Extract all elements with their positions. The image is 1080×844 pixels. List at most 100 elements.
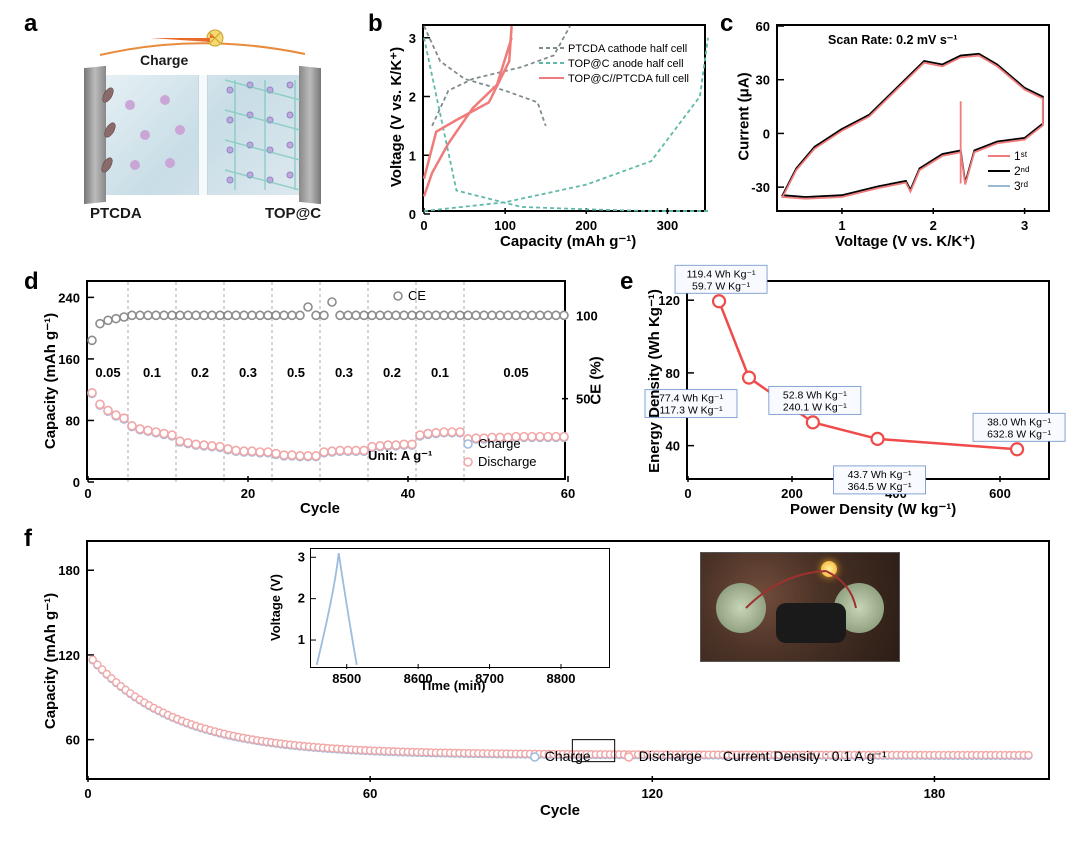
svg-text:200: 200 [575, 218, 597, 233]
svg-text:0: 0 [420, 218, 427, 233]
panel-c-ylabel: Current (μA) [736, 72, 753, 160]
panel-e-xlabel: Power Density (W kg⁻¹) [790, 500, 956, 518]
panel-c-chart: 123-3003060Scan Rate: 0.2 mV s⁻¹1ˢᵗ2ⁿᵈ3ʳ… [776, 24, 1050, 212]
panel-b-chart: 01002003000123PTCDA cathode half cellTOP… [422, 24, 706, 212]
svg-text:38.0 Wh Kg⁻¹: 38.0 Wh Kg⁻¹ [987, 416, 1051, 428]
svg-text:Discharge: Discharge [639, 748, 702, 764]
svg-text:2: 2 [930, 218, 937, 233]
svg-text:CE: CE [408, 288, 426, 303]
svg-text:300: 300 [657, 218, 679, 233]
svg-text:100: 100 [576, 308, 598, 323]
svg-text:3: 3 [298, 549, 305, 564]
svg-text:0: 0 [84, 786, 91, 801]
svg-text:180: 180 [924, 786, 946, 801]
svg-text:180: 180 [58, 563, 80, 578]
svg-text:100: 100 [494, 218, 516, 233]
panel-b-ylabel: Voltage (V vs. K/K⁺) [387, 47, 405, 187]
svg-text:77.4 Wh Kg⁻¹: 77.4 Wh Kg⁻¹ [659, 393, 723, 405]
svg-text:40: 40 [401, 486, 415, 501]
svg-text:Charge: Charge [478, 436, 521, 451]
svg-text:60: 60 [756, 19, 770, 34]
svg-text:3ʳᵈ: 3ʳᵈ [1014, 179, 1029, 193]
panel-f-inset: 8500860087008800123 [310, 548, 610, 668]
svg-text:119.4 Wh Kg⁻¹: 119.4 Wh Kg⁻¹ [687, 268, 756, 280]
svg-text:0: 0 [763, 126, 770, 141]
svg-text:1ˢᵗ: 1ˢᵗ [1014, 149, 1028, 163]
svg-text:Scan Rate: 0.2 mV s⁻¹: Scan Rate: 0.2 mV s⁻¹ [828, 33, 958, 47]
svg-text:30: 30 [756, 73, 770, 88]
svg-text:PTCDA cathode half cell: PTCDA cathode half cell [568, 43, 687, 55]
svg-text:Current Density : 0.1 A g⁻¹: Current Density : 0.1 A g⁻¹ [723, 748, 887, 764]
svg-text:0.1: 0.1 [431, 365, 449, 380]
svg-text:120: 120 [641, 786, 663, 801]
svg-text:0: 0 [73, 475, 80, 490]
svg-text:0: 0 [409, 207, 416, 222]
ptcda-label: PTCDA [90, 205, 142, 223]
panel-f-xlabel: Cycle [540, 802, 580, 819]
svg-text:Discharge: Discharge [478, 454, 537, 469]
svg-text:8500: 8500 [332, 671, 361, 686]
svg-text:40: 40 [666, 439, 680, 454]
panel-d-xlabel: Cycle [300, 500, 340, 517]
label-d: d [24, 268, 39, 296]
svg-text:2ⁿᵈ: 2ⁿᵈ [1014, 164, 1030, 178]
svg-text:0.3: 0.3 [239, 365, 257, 380]
svg-text:3: 3 [409, 31, 416, 46]
svg-text:8800: 8800 [547, 671, 576, 686]
inset-ylabel: Voltage (V) [268, 574, 283, 641]
panel-d-ylabel: Capacity (mAh g⁻¹) [41, 313, 59, 449]
svg-text:0: 0 [84, 486, 91, 501]
svg-text:60: 60 [561, 486, 575, 501]
svg-text:43.7 Wh Kg⁻¹: 43.7 Wh Kg⁻¹ [848, 469, 912, 481]
svg-text:240.1 W Kg⁻¹: 240.1 W Kg⁻¹ [783, 401, 847, 413]
svg-text:80: 80 [66, 413, 80, 428]
svg-text:0.05: 0.05 [95, 365, 120, 380]
svg-text:200: 200 [781, 486, 803, 501]
svg-text:60: 60 [66, 733, 80, 748]
panel-f-photo [700, 552, 900, 662]
svg-text:80: 80 [666, 366, 680, 381]
svg-text:Unit: A g⁻¹: Unit: A g⁻¹ [368, 448, 432, 463]
svg-text:TOP@C anode half cell: TOP@C anode half cell [568, 58, 684, 70]
svg-text:TOP@C//PTCDA full cell: TOP@C//PTCDA full cell [568, 73, 689, 85]
svg-text:60: 60 [363, 786, 377, 801]
panel-a: Charge [50, 30, 350, 240]
panel-d-ylabel2: CE (%) [588, 356, 605, 404]
svg-text:20: 20 [241, 486, 255, 501]
svg-text:0.5: 0.5 [287, 365, 305, 380]
svg-text:632.8 W Kg⁻¹: 632.8 W Kg⁻¹ [987, 428, 1051, 440]
panel-c-xlabel: Voltage (V vs. K/K⁺) [835, 232, 975, 250]
label-a: a [24, 10, 37, 38]
label-b: b [368, 10, 383, 38]
panel-e-chart: 02004006004080120119.4 Wh Kg⁻¹59.7 W Kg⁻… [686, 280, 1050, 480]
panel-d-chart: 0204060080160240501000.050.10.20.30.50.3… [86, 280, 566, 480]
svg-text:-30: -30 [751, 180, 770, 195]
svg-text:240: 240 [58, 290, 80, 305]
panel-e-ylabel: Energy Density (Wh Kg⁻¹) [645, 289, 663, 473]
svg-text:1: 1 [838, 218, 845, 233]
svg-text:2: 2 [298, 591, 305, 606]
svg-text:0: 0 [684, 486, 691, 501]
svg-text:3: 3 [1021, 218, 1028, 233]
svg-text:0.2: 0.2 [383, 365, 401, 380]
cell-schematic [90, 75, 315, 195]
label-c: c [720, 10, 733, 38]
svg-text:0.3: 0.3 [335, 365, 353, 380]
svg-text:117.3 W Kg⁻¹: 117.3 W Kg⁻¹ [659, 405, 723, 417]
label-e: e [620, 268, 633, 296]
svg-text:0.2: 0.2 [191, 365, 209, 380]
svg-text:160: 160 [58, 352, 80, 367]
charge-label: Charge [140, 52, 188, 69]
topc-label: TOP@C [265, 205, 321, 223]
inset-xlabel: Time (min) [420, 678, 486, 693]
svg-text:1: 1 [409, 148, 416, 163]
svg-text:120: 120 [58, 648, 80, 663]
svg-text:0.05: 0.05 [503, 365, 528, 380]
svg-text:Charge: Charge [545, 748, 591, 764]
label-f: f [24, 525, 32, 553]
svg-text:2: 2 [409, 90, 416, 105]
panel-f-ylabel: Capacity (mAh g⁻¹) [41, 593, 59, 729]
svg-text:52.8 Wh Kg⁻¹: 52.8 Wh Kg⁻¹ [783, 389, 847, 401]
svg-text:364.5 W Kg⁻¹: 364.5 W Kg⁻¹ [848, 481, 912, 493]
panel-b-xlabel: Capacity (mAh g⁻¹) [500, 232, 636, 250]
